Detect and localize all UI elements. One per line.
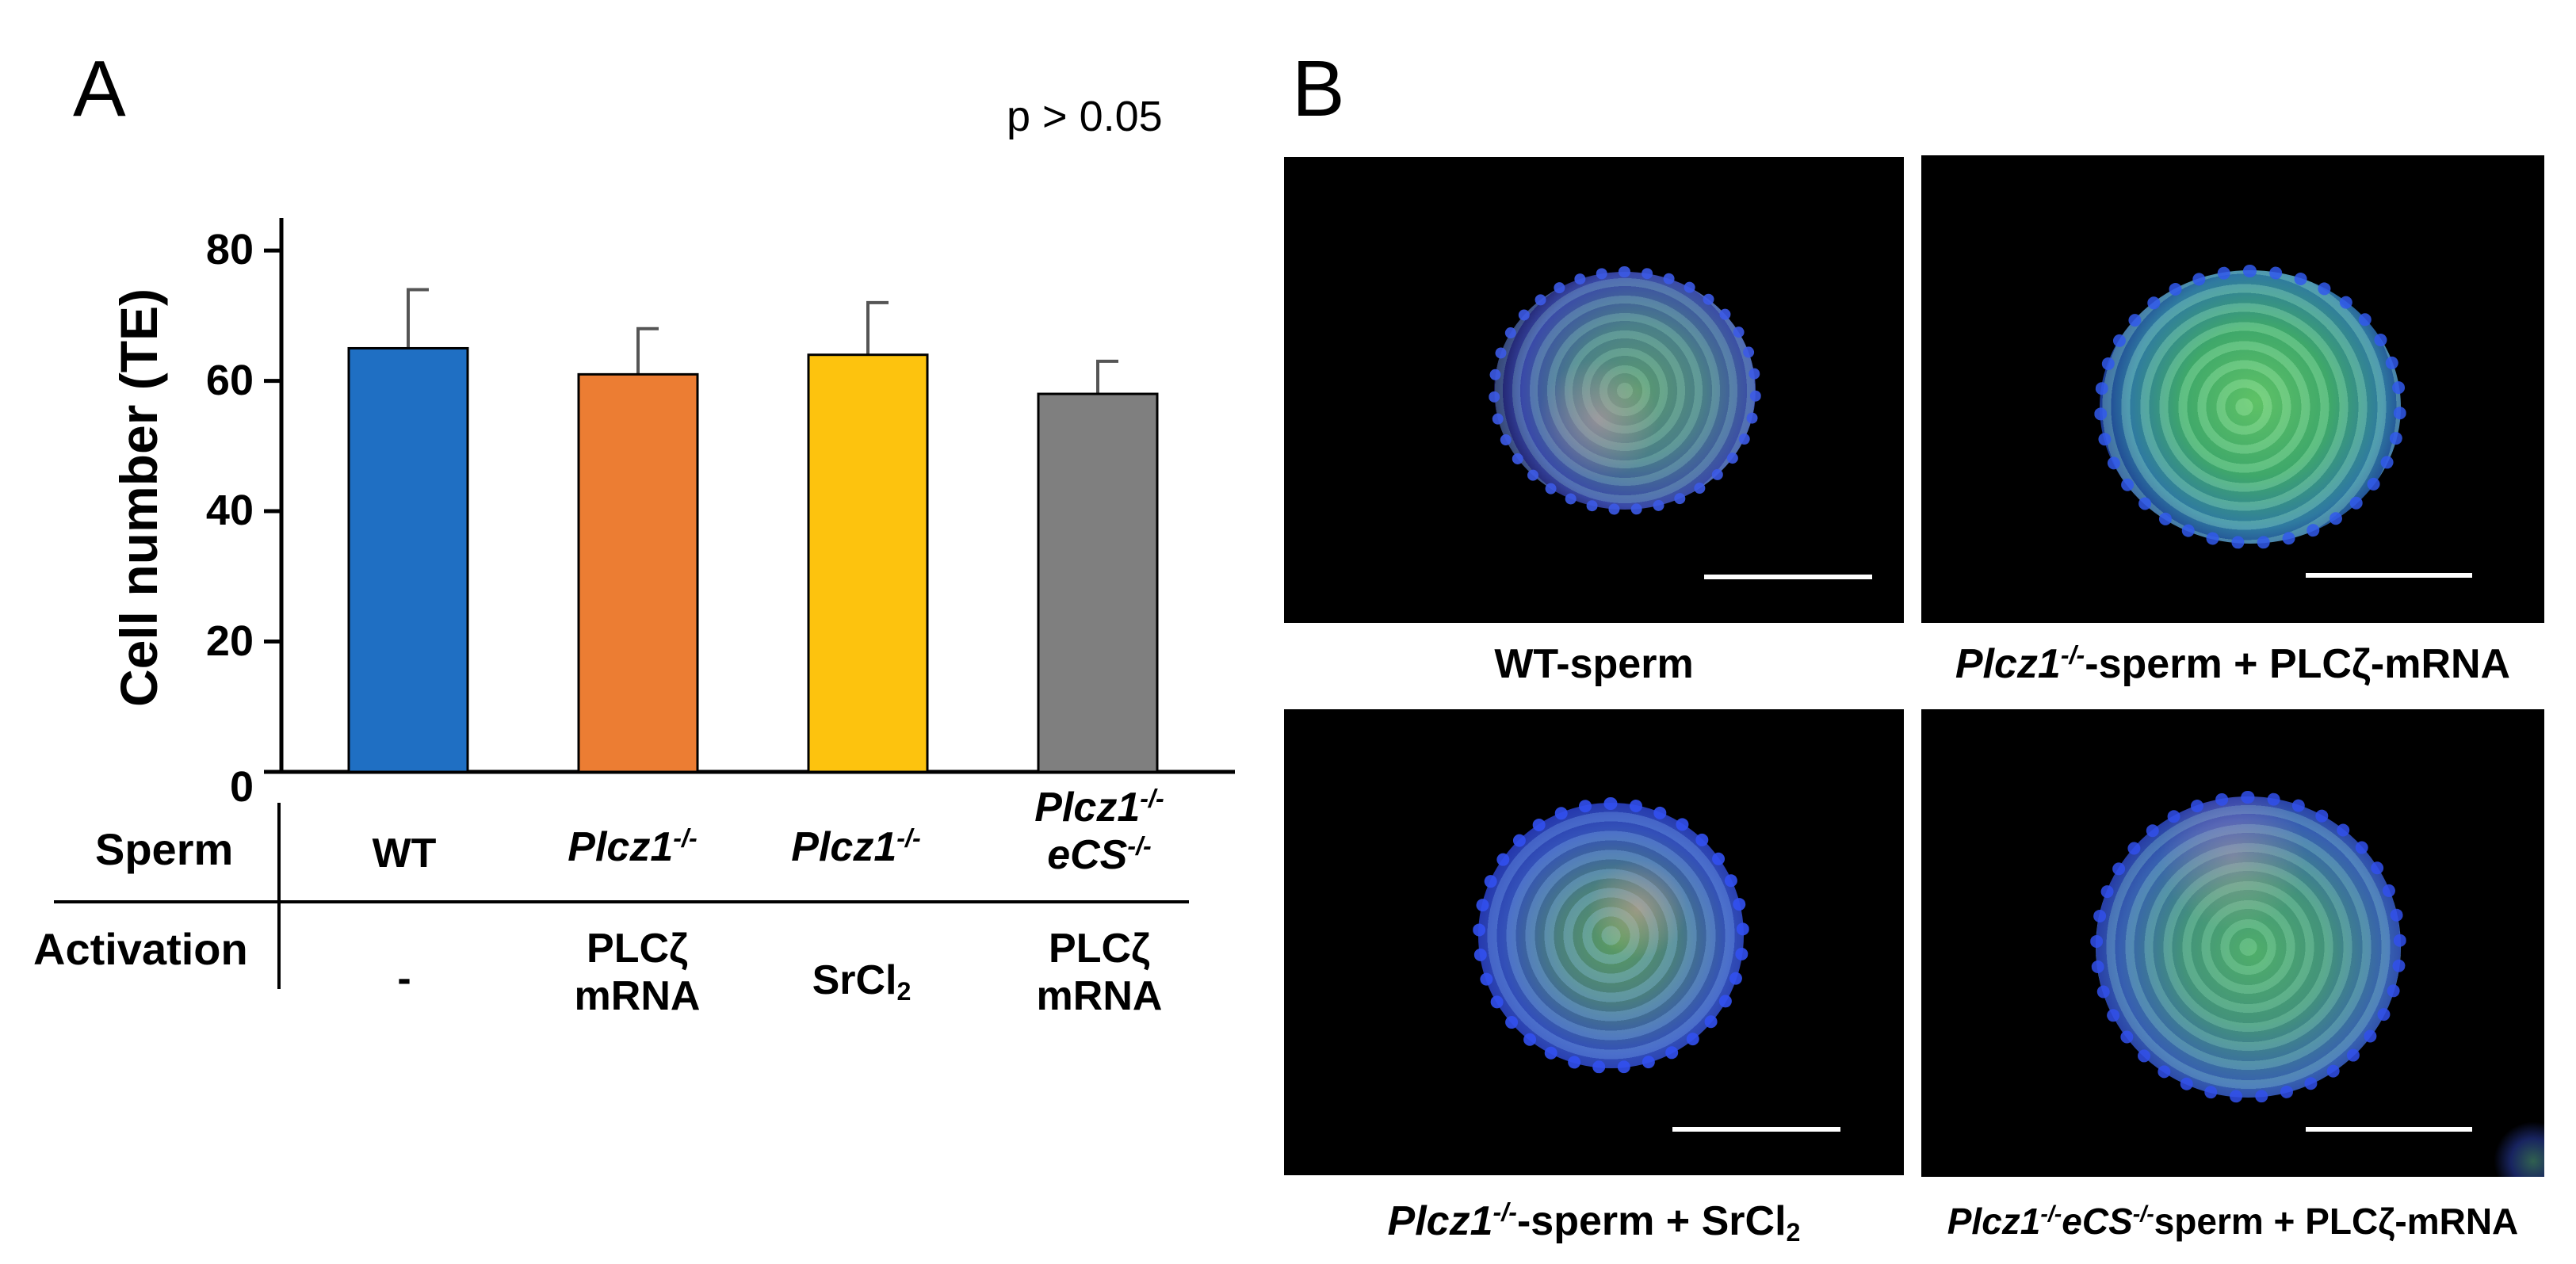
panel-b-letter: B [1292, 44, 1345, 133]
micrograph-wt-sperm [1284, 157, 1904, 623]
sperm-cell-plcz1-ecs: Plcz1-/- eCS-/- [1034, 784, 1164, 878]
sperm-cell-plcz1-b: Plcz1-/- [791, 823, 921, 870]
sperm-cell-wt: WT [372, 831, 437, 876]
micrograph-plcz1-ecs-plc-mrna [1921, 709, 2544, 1177]
bar [577, 372, 699, 773]
y-tick-label: 60 [205, 356, 254, 404]
p-value-label: p > 0.05 [1007, 93, 1163, 140]
activation-cell-none: - [397, 956, 411, 1002]
activation-cell-srcl2: SrCl2 [812, 957, 912, 1006]
caption-plcz1-plc-mrna: Plcz1-/--sperm + PLCζ-mRNA [1955, 640, 2511, 687]
y-tick-label: 80 [205, 226, 254, 274]
sperm-row-header: Sperm [95, 824, 234, 874]
micrograph-plcz1-plc-mrna [1921, 155, 2544, 623]
panel-a-letter: A [73, 44, 126, 133]
caption-wt-sperm: WT-sperm [1494, 641, 1694, 687]
y-tick-label: 20 [205, 617, 254, 665]
caption-plcz1-srcl2: Plcz1-/--sperm + SrCl2 [1387, 1197, 1801, 1247]
micrograph-plcz1-srcl2 [1284, 709, 1904, 1175]
activation-cell-plc-b: PLCζ mRNA [1036, 926, 1163, 1019]
bar [347, 346, 469, 773]
bar [1037, 392, 1159, 773]
table-horizontal-divider [54, 900, 1189, 903]
activation-cell-plc-a: PLCζ mRNA [574, 926, 701, 1019]
bar-chart [264, 218, 1235, 774]
sperm-cell-plcz1-a: Plcz1-/- [568, 823, 698, 870]
activation-row-header: Activation [33, 924, 248, 974]
table-vertical-divider [277, 803, 281, 989]
y-tick-label: 40 [205, 487, 254, 535]
bar [807, 353, 929, 773]
caption-plcz1-ecs-plc-mrna: Plcz1-/-eCS-/-sperm + PLCζ-mRNA [1947, 1201, 2519, 1242]
y-tick-label: 0 [229, 763, 254, 811]
